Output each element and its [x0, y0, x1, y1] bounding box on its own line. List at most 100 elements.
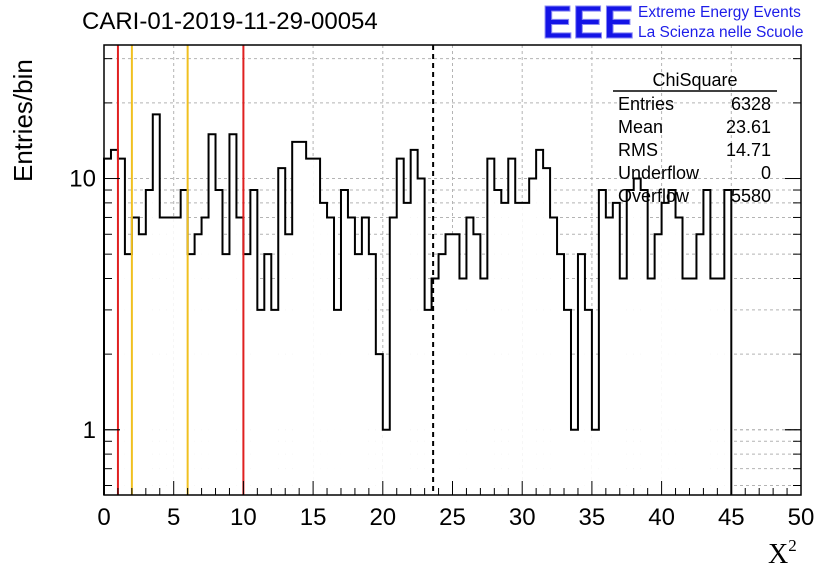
- stats-row-label: Underflow: [618, 163, 700, 183]
- stats-row-value: 14.71: [726, 140, 771, 160]
- histogram-bin: [494, 190, 502, 496]
- histogram-bin: [306, 158, 314, 495]
- logo-line-1: Extreme Energy Events: [638, 4, 801, 21]
- x-tick-label: 0: [97, 504, 110, 531]
- x-tick-label: 10: [230, 504, 257, 531]
- histogram-bin: [104, 158, 111, 495]
- x-tick-label: 25: [439, 504, 466, 531]
- stats-row-value: 23.61: [726, 117, 771, 137]
- histogram-bin: [584, 309, 592, 495]
- x-tick-label: 45: [718, 504, 745, 531]
- histogram-bin: [131, 217, 139, 495]
- histogram-bin: [689, 278, 697, 495]
- histogram-bin: [605, 217, 613, 495]
- histogram-bin: [271, 309, 279, 495]
- histogram-bin: [166, 217, 174, 495]
- histogram-bin: [424, 309, 432, 495]
- histogram-bin: [327, 217, 335, 495]
- histogram-bin: [529, 178, 537, 495]
- histogram-bin: [110, 149, 118, 496]
- histogram-bin: [598, 190, 606, 496]
- histogram-bin: [313, 158, 321, 495]
- histogram-bin: [640, 190, 648, 496]
- histogram-bin: [257, 309, 265, 495]
- x-tick-label: 35: [579, 504, 606, 531]
- histogram-bin: [187, 254, 195, 495]
- histogram-bin: [480, 278, 488, 495]
- histogram-bin: [668, 190, 676, 496]
- histogram-bin: [389, 217, 397, 495]
- histogram-bin: [264, 254, 272, 495]
- histogram-bin: [334, 309, 341, 495]
- histogram-bin: [543, 168, 551, 495]
- stats-row-value: 6328: [731, 94, 771, 114]
- stats-row-label: Entries: [618, 94, 674, 114]
- histogram-bin: [570, 429, 578, 495]
- histogram-bin: [591, 429, 599, 495]
- histogram-bin: [557, 254, 565, 495]
- histogram-bin: [410, 149, 418, 496]
- histogram-bin: [382, 429, 390, 495]
- histogram-bin: [396, 158, 404, 495]
- stats-row-value: 0: [761, 163, 771, 183]
- histogram-bin: [194, 234, 202, 495]
- histogram-bin: [654, 234, 662, 495]
- histogram-bin: [229, 134, 237, 495]
- page-title: CARI-01-2019-11-29-00054: [82, 8, 378, 35]
- histogram-bin: [403, 202, 411, 496]
- x-tick-label: 5: [167, 504, 180, 531]
- histogram-bin: [138, 234, 146, 495]
- histogram-bin: [577, 254, 585, 495]
- histogram-bin: [501, 202, 509, 496]
- histogram-bin: [710, 278, 718, 495]
- histogram-bin: [208, 134, 216, 495]
- histogram-bin: [612, 202, 620, 496]
- histogram-outline: [103, 113, 733, 495]
- histogram-bin: [487, 158, 495, 495]
- histogram-bin: [292, 141, 300, 495]
- histogram-bin: [417, 178, 425, 495]
- eee-logo: EEE: [542, 2, 635, 42]
- histogram-bin: [340, 190, 348, 496]
- histogram-bin: [696, 234, 704, 495]
- histogram-bin: [278, 168, 286, 495]
- x-tick-label: 50: [788, 504, 815, 531]
- histogram-bin: [508, 158, 516, 495]
- x-tick-label: 40: [648, 504, 675, 531]
- histogram-bin: [250, 190, 258, 496]
- stats-box-title: ChiSquare: [652, 70, 737, 90]
- x-tick-label: 30: [509, 504, 536, 531]
- histogram-bin: [173, 217, 181, 495]
- histogram-bin: [347, 217, 355, 495]
- histogram-bin: [236, 217, 244, 495]
- histogram-bin: [368, 254, 376, 495]
- histogram-bin: [438, 254, 446, 495]
- histogram-bin: [201, 217, 209, 495]
- histogram-bin: [550, 217, 558, 495]
- histogram-bin: [320, 202, 328, 496]
- y-tick-label: 10: [69, 166, 96, 193]
- histogram-bin: [117, 158, 125, 495]
- histogram-bin: [536, 149, 544, 496]
- histogram-bin: [522, 202, 530, 496]
- histogram-bin: [717, 278, 725, 495]
- histogram-bin: [661, 202, 669, 496]
- histogram-bin: [724, 190, 732, 496]
- histogram-bin: [703, 190, 711, 496]
- histogram-bin: [473, 234, 481, 495]
- x-tick-label: 15: [300, 504, 327, 531]
- histogram-bin: [159, 217, 167, 495]
- histogram-bin: [515, 202, 523, 496]
- histogram-bin: [215, 190, 223, 496]
- histogram-bin: [466, 217, 474, 495]
- stats-row-value: 5580: [731, 186, 771, 206]
- histogram-bin: [361, 217, 369, 495]
- stats-row-label: Mean: [618, 117, 663, 137]
- histogram-bin: [675, 217, 683, 495]
- histogram-bin: [124, 254, 132, 495]
- histogram-bin: [145, 190, 153, 496]
- histogram-bin: [647, 278, 655, 495]
- histogram-bin: [180, 190, 188, 496]
- histogram-bin: [459, 278, 467, 495]
- x-tick-label: 20: [369, 504, 396, 531]
